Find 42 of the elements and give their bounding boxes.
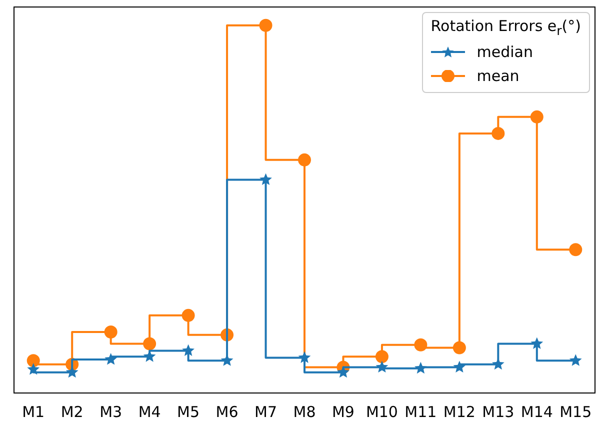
x-tick-label: M9 <box>332 402 354 421</box>
legend-label: mean <box>476 67 520 85</box>
point <box>26 354 40 368</box>
x-tick-label: M5 <box>177 402 200 421</box>
x-tick-label: M4 <box>138 402 161 421</box>
x-tick-label: M14 <box>520 402 553 421</box>
point <box>452 341 466 354</box>
x-tick-label: M1 <box>22 402 45 421</box>
point <box>298 351 311 363</box>
point <box>259 18 272 32</box>
x-tick-label: M7 <box>254 402 278 421</box>
point <box>376 360 388 373</box>
point <box>298 153 311 166</box>
x-tick-label: M2 <box>60 402 84 421</box>
point <box>414 362 427 374</box>
point <box>182 344 194 356</box>
point <box>375 350 388 364</box>
point <box>143 350 156 362</box>
legend-title: Rotation Errors e$_{r}$(°) <box>430 17 581 38</box>
point <box>337 366 350 378</box>
point <box>414 338 428 352</box>
x-tick-label: M12 <box>443 402 476 421</box>
point <box>569 354 582 366</box>
point <box>104 325 118 338</box>
point <box>569 243 582 256</box>
x-tick-label: M15 <box>560 402 592 421</box>
point <box>143 337 156 350</box>
x-tick-label: M13 <box>482 402 514 421</box>
x-tick-label: M3 <box>100 402 122 421</box>
point <box>182 308 195 322</box>
x-tick-label: M6 <box>216 402 238 421</box>
legend-label: median <box>476 43 533 61</box>
point <box>530 110 544 124</box>
point <box>453 360 466 373</box>
point <box>104 353 118 365</box>
point <box>530 337 544 349</box>
point <box>492 126 505 140</box>
point <box>27 362 40 375</box>
x-tick-label: M11 <box>404 402 437 421</box>
point <box>260 173 272 186</box>
x-tick-label: M8 <box>293 402 316 421</box>
x-tick-label: M10 <box>366 402 398 421</box>
